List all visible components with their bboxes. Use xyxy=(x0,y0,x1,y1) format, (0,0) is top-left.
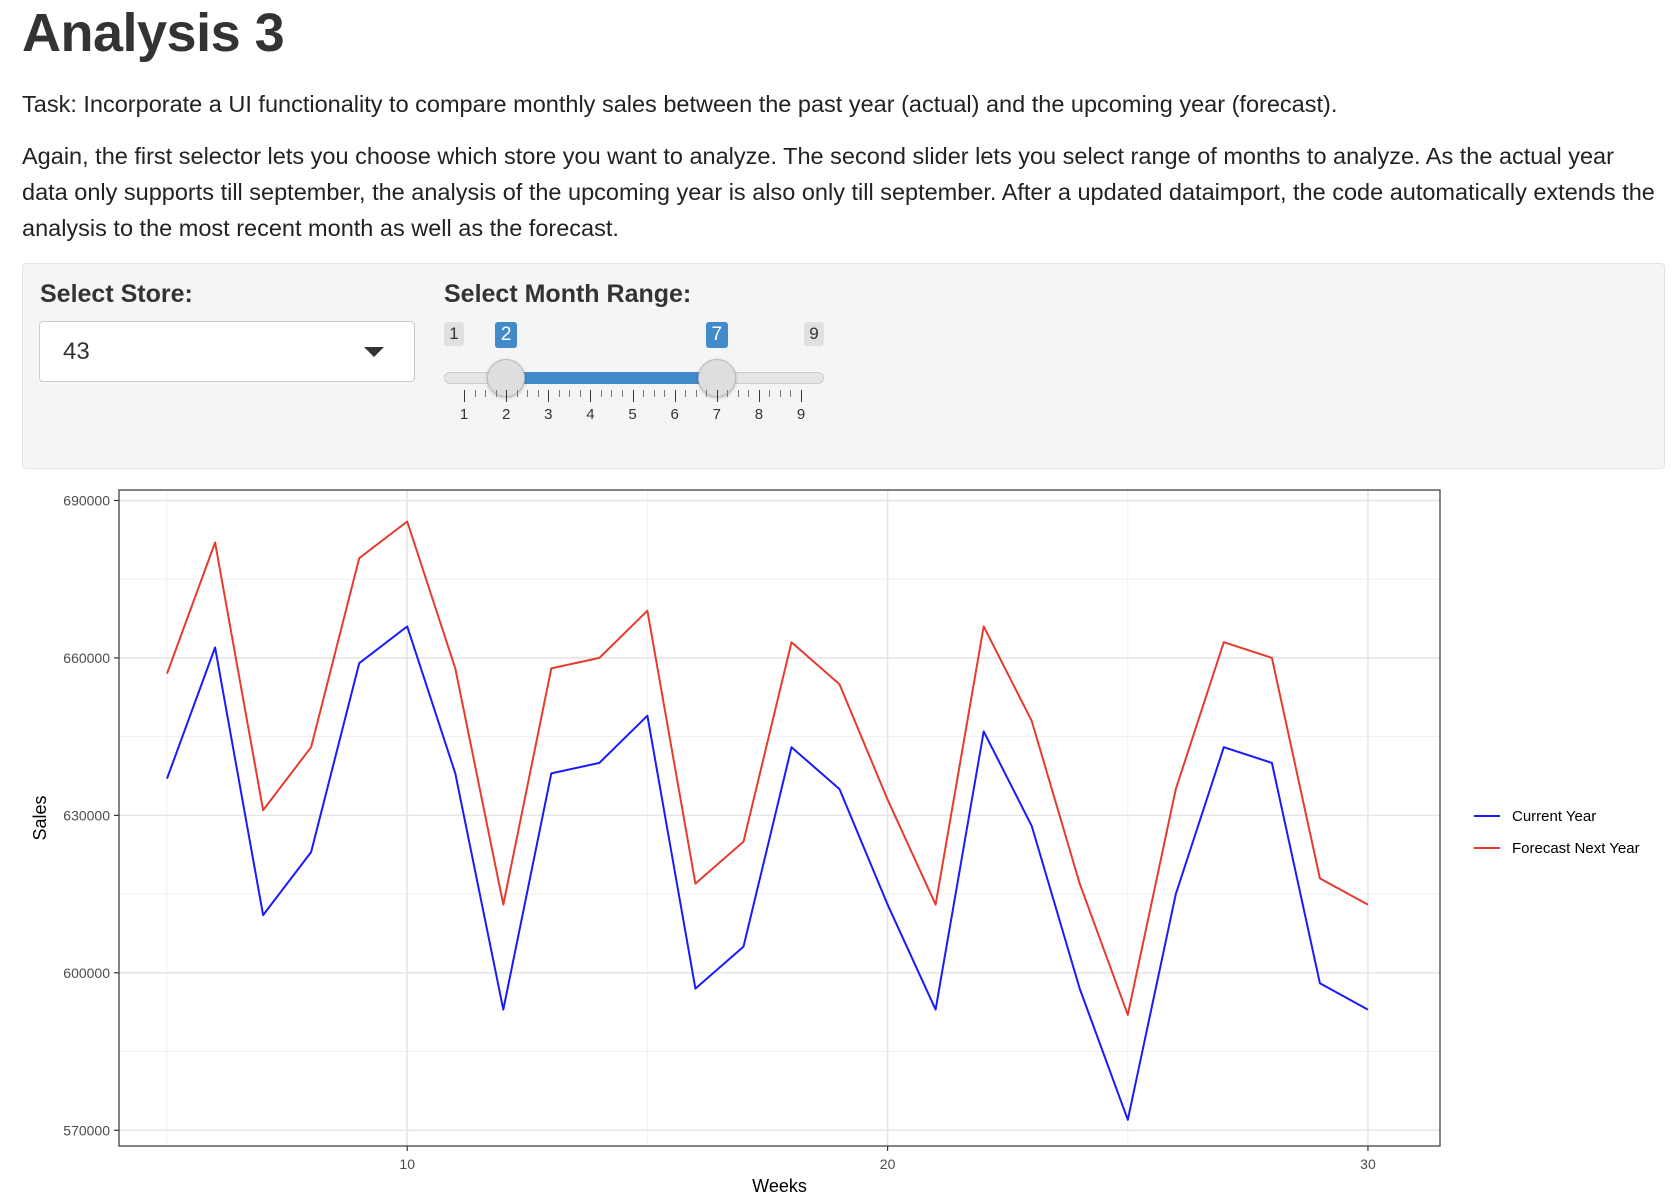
slider-minor-tick xyxy=(527,390,529,397)
slider-minor-tick xyxy=(653,390,655,397)
task-text: Task: Incorporate a UI functionality to … xyxy=(22,91,1338,117)
slider-minor-tick xyxy=(474,390,476,397)
x-tick-label: 20 xyxy=(880,1156,896,1172)
slider-tick-label: 4 xyxy=(586,406,595,423)
y-axis-title: Sales xyxy=(30,795,50,840)
slider-major-tick xyxy=(758,390,760,402)
slider-tick-label: 1 xyxy=(459,406,469,423)
slider-tick-label: 6 xyxy=(670,406,679,423)
slider-minor-tick xyxy=(664,390,666,397)
series-line-current-year xyxy=(166,625,1369,1121)
slider-minor-tick xyxy=(485,390,487,397)
y-tick-label: 660000 xyxy=(63,650,110,666)
store-select-value: 43 xyxy=(63,338,90,365)
slider-minor-tick xyxy=(621,390,623,397)
slider-minor-tick xyxy=(643,390,645,397)
control-panel: Select Store: 43 Select Month Range: 1 9… xyxy=(22,263,1665,469)
slider-major-tick xyxy=(716,390,718,402)
slider-minor-tick xyxy=(748,390,750,397)
slider-minor-tick xyxy=(579,390,581,397)
slider-minor-tick xyxy=(727,390,729,397)
slider-minor-tick xyxy=(537,390,539,397)
slider-minor-tick xyxy=(600,390,602,397)
series-line-forecast-next-year xyxy=(166,520,1369,1016)
slider-minor-tick xyxy=(558,390,560,397)
description-text: Again, the first selector lets you choos… xyxy=(22,143,1655,241)
slider-minor-tick xyxy=(516,390,518,397)
y-tick-label: 570000 xyxy=(63,1122,110,1138)
store-select-label: Select Store: xyxy=(40,280,193,308)
slider-tick-label: 5 xyxy=(628,406,637,423)
store-select[interactable]: 43 xyxy=(39,321,415,382)
slider-minor-tick xyxy=(790,390,792,397)
slider-to-value: 7 xyxy=(705,322,728,348)
sales-line-chart: 570000 600000 630000 660000 690000 10 20 30 Week… xyxy=(30,489,1640,1196)
slider-major-tick xyxy=(632,390,634,402)
slider-minor-tick xyxy=(611,390,613,397)
page-title: Analysis 3 xyxy=(22,3,285,63)
slider-tick-label: 9 xyxy=(796,406,806,423)
slider-selected-range xyxy=(506,372,717,384)
slider-minor-tick xyxy=(495,390,497,397)
legend-label: Forecast Next Year xyxy=(1512,840,1640,857)
slider-minor-tick xyxy=(779,390,781,397)
x-tick-label: 30 xyxy=(1360,1156,1376,1172)
slider-tick-label: 7 xyxy=(712,406,721,423)
slider-min-label: 1 xyxy=(444,322,464,346)
y-tick-label: 630000 xyxy=(63,807,110,823)
y-tick-label: 690000 xyxy=(63,492,110,508)
month-range-label: Select Month Range: xyxy=(444,280,692,308)
slider-minor-tick xyxy=(769,390,771,397)
slider-tick-label: 8 xyxy=(754,406,764,423)
plot-border xyxy=(118,489,1441,1147)
slider-minor-tick xyxy=(737,390,739,397)
y-tick-label: 600000 xyxy=(63,965,110,981)
x-axis-title: Weeks xyxy=(752,1176,807,1196)
slider-tick-label: 3 xyxy=(544,406,553,423)
slider-max-label: 9 xyxy=(804,322,824,346)
x-tick-label: 10 xyxy=(399,1156,415,1172)
slider-major-tick xyxy=(801,390,802,402)
slider-major-tick xyxy=(464,390,465,402)
slider-major-tick xyxy=(548,390,550,402)
plot-panel xyxy=(119,490,1440,1146)
caret-down-icon xyxy=(364,347,384,357)
slider-tick-label: 2 xyxy=(501,406,511,423)
legend-label: Current Year xyxy=(1512,808,1596,825)
slider-major-tick xyxy=(590,390,592,402)
slider-from-value: 2 xyxy=(495,322,518,348)
slider-minor-tick xyxy=(685,390,687,397)
slider-major-tick xyxy=(506,390,508,402)
slider-major-tick xyxy=(674,390,676,402)
slider-minor-tick xyxy=(706,390,708,397)
slider-minor-tick xyxy=(569,390,571,397)
slider-minor-tick xyxy=(695,390,697,397)
